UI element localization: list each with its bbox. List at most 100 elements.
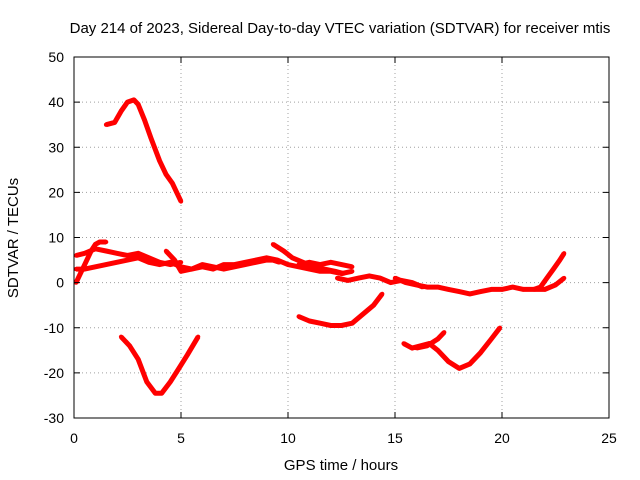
data-point (317, 262, 323, 267)
data-point (328, 323, 333, 328)
data-point (172, 257, 177, 263)
data-point (339, 262, 344, 267)
data-point (553, 282, 558, 288)
data-point (253, 260, 259, 265)
data-point (446, 287, 451, 292)
data-point (377, 275, 383, 281)
grid (74, 57, 609, 418)
data-point (176, 366, 182, 371)
data-point (125, 253, 130, 258)
data-point (380, 291, 385, 297)
data-point (127, 343, 132, 348)
data-point (403, 280, 408, 285)
data-point (307, 318, 312, 324)
data-point (178, 199, 184, 204)
data-point (424, 284, 430, 290)
data-point (497, 325, 503, 330)
y-tick-label: 50 (48, 49, 64, 65)
data-point (414, 282, 419, 288)
data-point (435, 284, 440, 290)
ticks: 0 5 10 15 20 25 -30 -20 -10 0 10 20 30 40 50 (44, 49, 617, 446)
data-point (341, 271, 346, 276)
data-point (82, 251, 87, 256)
data-point (356, 275, 361, 281)
data-point (125, 257, 130, 263)
data-point (174, 190, 179, 195)
x-tick-label: 0 (70, 430, 78, 446)
data-point (136, 251, 141, 256)
data-point (168, 379, 173, 385)
data-point (82, 266, 87, 272)
x-tick-label: 20 (494, 430, 510, 446)
data-point (270, 257, 276, 263)
data-point (557, 257, 562, 263)
data-point (178, 269, 184, 274)
data-point (435, 336, 440, 342)
data-point (335, 275, 340, 281)
data-point (538, 284, 543, 290)
data-point (317, 321, 323, 326)
data-point (392, 275, 398, 281)
y-tick-label: -30 (44, 410, 64, 426)
data-point (195, 334, 201, 339)
data-point (210, 264, 216, 269)
data-point (446, 359, 451, 364)
data-point (146, 260, 152, 265)
data-point (114, 260, 120, 265)
data-point (328, 260, 333, 265)
data-point (290, 255, 295, 260)
data-point (136, 357, 141, 362)
data-point (103, 248, 109, 254)
data-point (350, 269, 355, 274)
data-point (103, 239, 109, 245)
data-point (296, 314, 301, 319)
x-axis-label: GPS time / hours (284, 457, 398, 474)
data-point (350, 264, 355, 269)
data-point (307, 260, 312, 265)
data-point (350, 321, 355, 326)
data-point (489, 336, 494, 342)
data-point (136, 102, 141, 107)
data-point (409, 345, 415, 351)
data-point (185, 352, 190, 357)
x-tick-label: 15 (387, 430, 403, 446)
data-point (401, 341, 406, 346)
data-point (478, 289, 483, 294)
data-point (561, 275, 567, 281)
data-point (178, 260, 184, 265)
data-point (221, 262, 226, 267)
data-point (281, 248, 286, 254)
data-point (322, 266, 327, 272)
data-point (118, 109, 124, 114)
data-point (163, 172, 169, 177)
data-point (144, 379, 149, 385)
data-point (388, 280, 393, 285)
data-point (118, 334, 124, 339)
data-point (360, 312, 366, 317)
data-point (136, 255, 141, 260)
data-point (93, 264, 98, 269)
data-point (221, 266, 226, 272)
data-point (424, 343, 430, 348)
data-point (153, 391, 158, 396)
data-point (435, 348, 440, 353)
data-point (542, 287, 547, 292)
data-point (114, 251, 120, 256)
data-point (103, 262, 109, 267)
data-point (467, 291, 473, 297)
data-point (457, 289, 462, 294)
data-point (339, 323, 344, 328)
data-point (170, 181, 175, 186)
y-tick-label: 20 (48, 184, 64, 200)
y-axis-label: SDTVAR / TECUs (5, 178, 22, 298)
data-point (277, 260, 282, 265)
data-point (232, 264, 237, 269)
data-point (157, 262, 162, 267)
data-point (168, 260, 173, 265)
data-point (148, 136, 154, 141)
series-group (73, 97, 567, 396)
data-point (93, 246, 98, 251)
data-point (82, 262, 87, 267)
data-point (73, 266, 79, 272)
